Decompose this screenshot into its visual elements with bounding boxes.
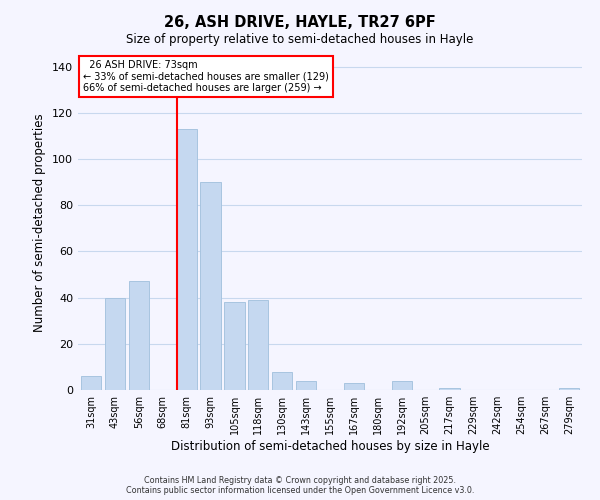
Bar (176, 129, 197, 390)
Text: Contains HM Land Registry data © Crown copyright and database right 2025.
Contai: Contains HM Land Registry data © Crown c… (126, 476, 474, 495)
Y-axis label: Number of semi-detached properties: Number of semi-detached properties (34, 113, 46, 332)
Text: Size of property relative to semi-detached houses in Hayle: Size of property relative to semi-detach… (127, 32, 473, 46)
Text: 26 ASH DRIVE: 73sqm
← 33% of semi-detached houses are smaller (129)
66% of semi-: 26 ASH DRIVE: 73sqm ← 33% of semi-detach… (83, 60, 329, 93)
Bar (559, 388, 579, 390)
Bar (272, 372, 292, 390)
Bar (105, 298, 125, 390)
Bar (439, 388, 460, 390)
Text: 26, ASH DRIVE, HAYLE, TR27 6PF: 26, ASH DRIVE, HAYLE, TR27 6PF (164, 15, 436, 30)
Bar (129, 282, 149, 390)
X-axis label: Distribution of semi-detached houses by size in Hayle: Distribution of semi-detached houses by … (170, 440, 490, 453)
Bar (392, 381, 412, 390)
Bar (344, 383, 364, 390)
Bar (248, 300, 268, 390)
Bar (224, 302, 245, 390)
Bar (296, 381, 316, 390)
Bar (200, 182, 221, 390)
Bar (81, 376, 101, 390)
